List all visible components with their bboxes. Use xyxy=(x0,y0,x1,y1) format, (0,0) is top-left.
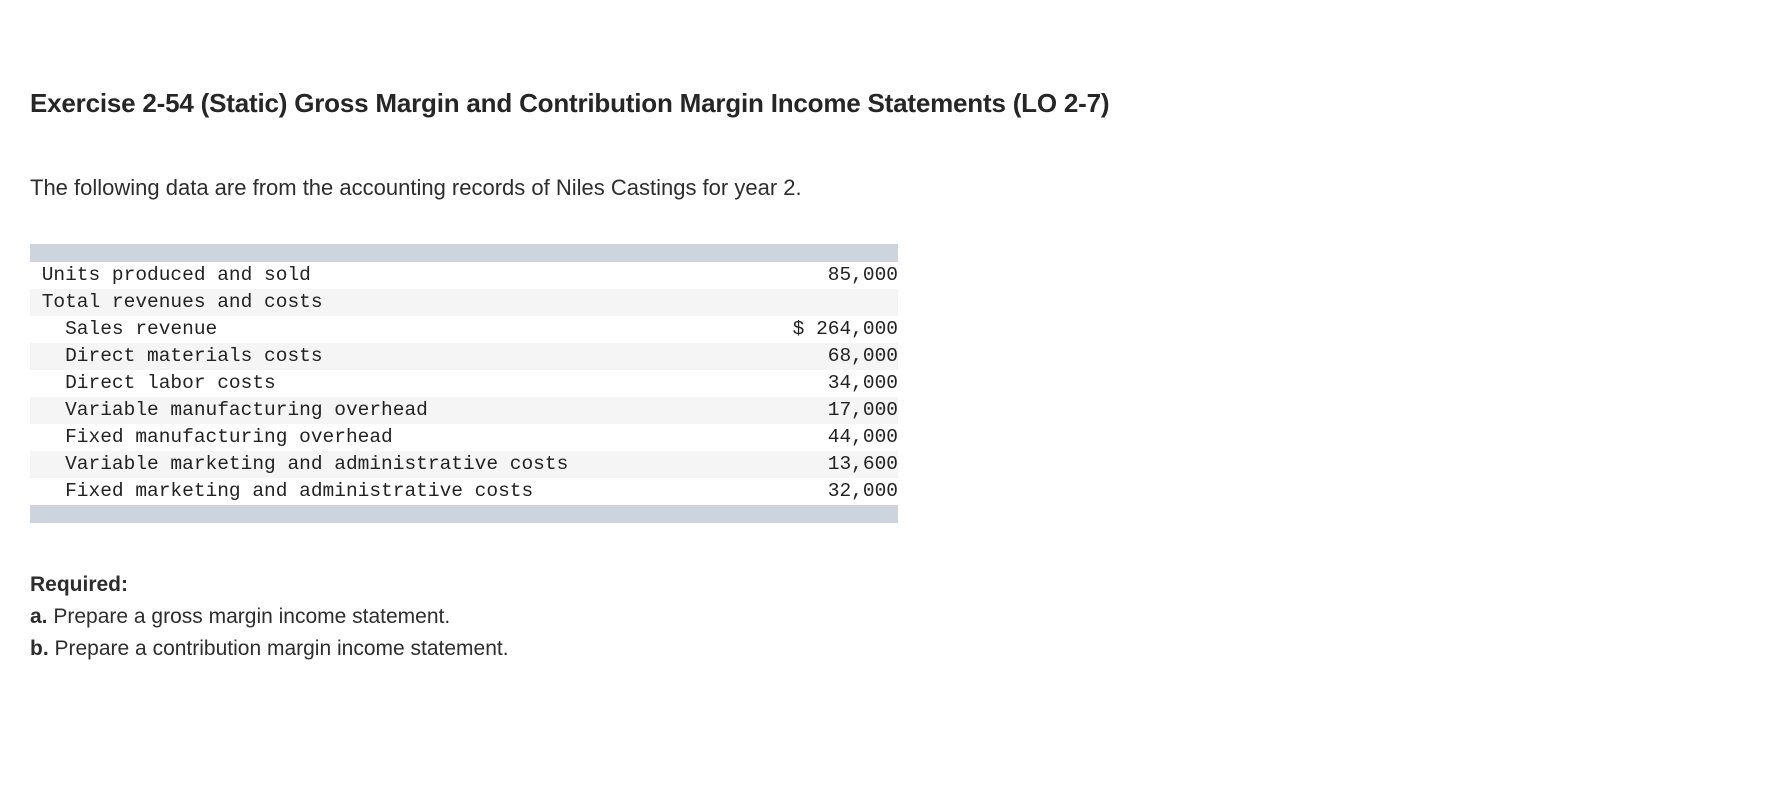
table-row: Direct materials costs 68,000 xyxy=(30,343,898,370)
table-row-label: Fixed marketing and administrative costs xyxy=(30,480,534,502)
table-row: Variable marketing and administrative co… xyxy=(30,451,898,478)
table-row-label: Variable marketing and administrative co… xyxy=(30,453,569,475)
required-block: Required: a. Prepare a gross margin inco… xyxy=(30,569,1738,665)
required-item-b-letter: b. xyxy=(30,637,49,660)
accounting-data-table-wrapper: Units produced and sold 85,000 Total reve… xyxy=(30,244,898,523)
required-item-a: a. Prepare a gross margin income stateme… xyxy=(30,601,1738,633)
table-row-value: 32,000 xyxy=(827,480,898,502)
table-row-value: 85,000 xyxy=(827,264,898,286)
table-row-label: Sales revenue xyxy=(30,318,218,340)
table-row-label: Variable manufacturing overhead xyxy=(30,399,428,421)
table-footer-bar-fill xyxy=(30,505,898,523)
exercise-title: Exercise 2-54 (Static) Gross Margin and … xyxy=(30,88,1110,118)
table-row-label: Direct labor costs xyxy=(30,372,276,394)
table-header-bar-fill xyxy=(30,244,898,262)
accounting-data-table: Units produced and sold 85,000 Total reve… xyxy=(30,244,898,523)
required-item-b: b. Prepare a contribution margin income … xyxy=(30,633,1738,665)
table-row-label: Units produced and sold xyxy=(30,264,311,286)
exercise-intro-text: The following data are from the accounti… xyxy=(30,175,802,200)
table-footer-bar xyxy=(30,505,898,523)
table-row: Units produced and sold 85,000 xyxy=(30,262,898,289)
required-item-b-text: Prepare a contribution margin income sta… xyxy=(48,637,509,660)
required-label: Required: xyxy=(30,573,129,596)
table-row: Direct labor costs 34,000 xyxy=(30,370,898,397)
table-row-value: $ 264,000 xyxy=(792,318,898,340)
table-row-value: 34,000 xyxy=(827,372,898,394)
table-row-value: 13,600 xyxy=(827,453,898,475)
table-row: Variable manufacturing overhead 17,000 xyxy=(30,397,898,424)
required-item-a-letter: a. xyxy=(30,605,48,628)
table-row-value: 68,000 xyxy=(827,345,898,367)
table-row-value xyxy=(464,289,898,316)
table-row: Fixed manufacturing overhead 44,000 xyxy=(30,424,898,451)
table-row-label: Direct materials costs xyxy=(30,345,323,367)
table-row-label: Fixed manufacturing overhead xyxy=(30,426,393,448)
table-row-label: Total revenues and costs xyxy=(30,291,323,313)
table-row-value: 44,000 xyxy=(827,426,898,448)
table-row: Total revenues and costs xyxy=(30,289,898,316)
table-header-bar xyxy=(30,244,898,262)
required-item-a-text: Prepare a gross margin income statement. xyxy=(47,605,451,628)
table-row-value: 17,000 xyxy=(827,399,898,421)
table-row: Fixed marketing and administrative costs… xyxy=(30,478,898,505)
table-row: Sales revenue $ 264,000 xyxy=(30,316,898,343)
